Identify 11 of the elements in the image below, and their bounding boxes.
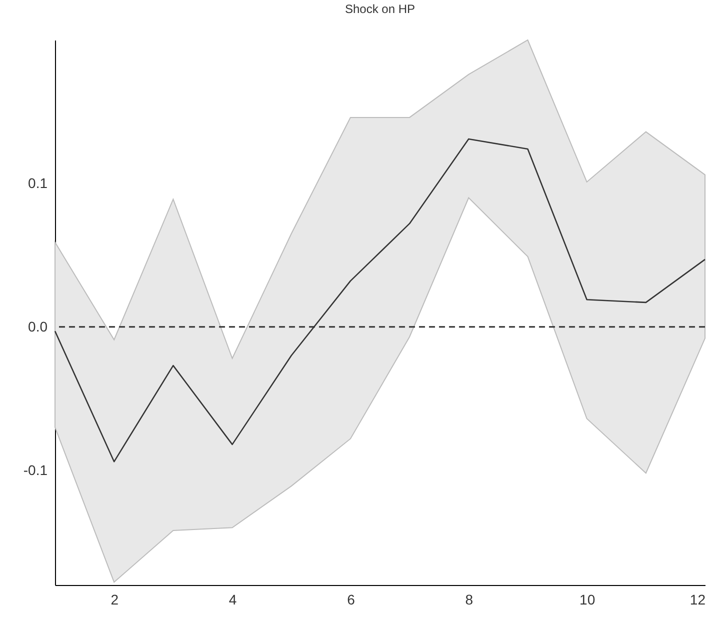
y-tick-label: 0.1: [28, 174, 48, 191]
x-tick-label: 10: [580, 592, 596, 608]
x-tick-label: 6: [347, 592, 356, 608]
x-tick-label: 12: [690, 592, 706, 608]
chart-title: Shock on HP: [344, 2, 416, 16]
x-tick-label: 4: [228, 592, 237, 608]
x-tick-label: 2: [110, 592, 119, 608]
line-series: [54, 138, 706, 462]
x-tick-label: 8: [465, 592, 474, 608]
y-tick-label: 0.0: [28, 318, 48, 334]
y-tick-label: -0.1: [23, 462, 48, 478]
